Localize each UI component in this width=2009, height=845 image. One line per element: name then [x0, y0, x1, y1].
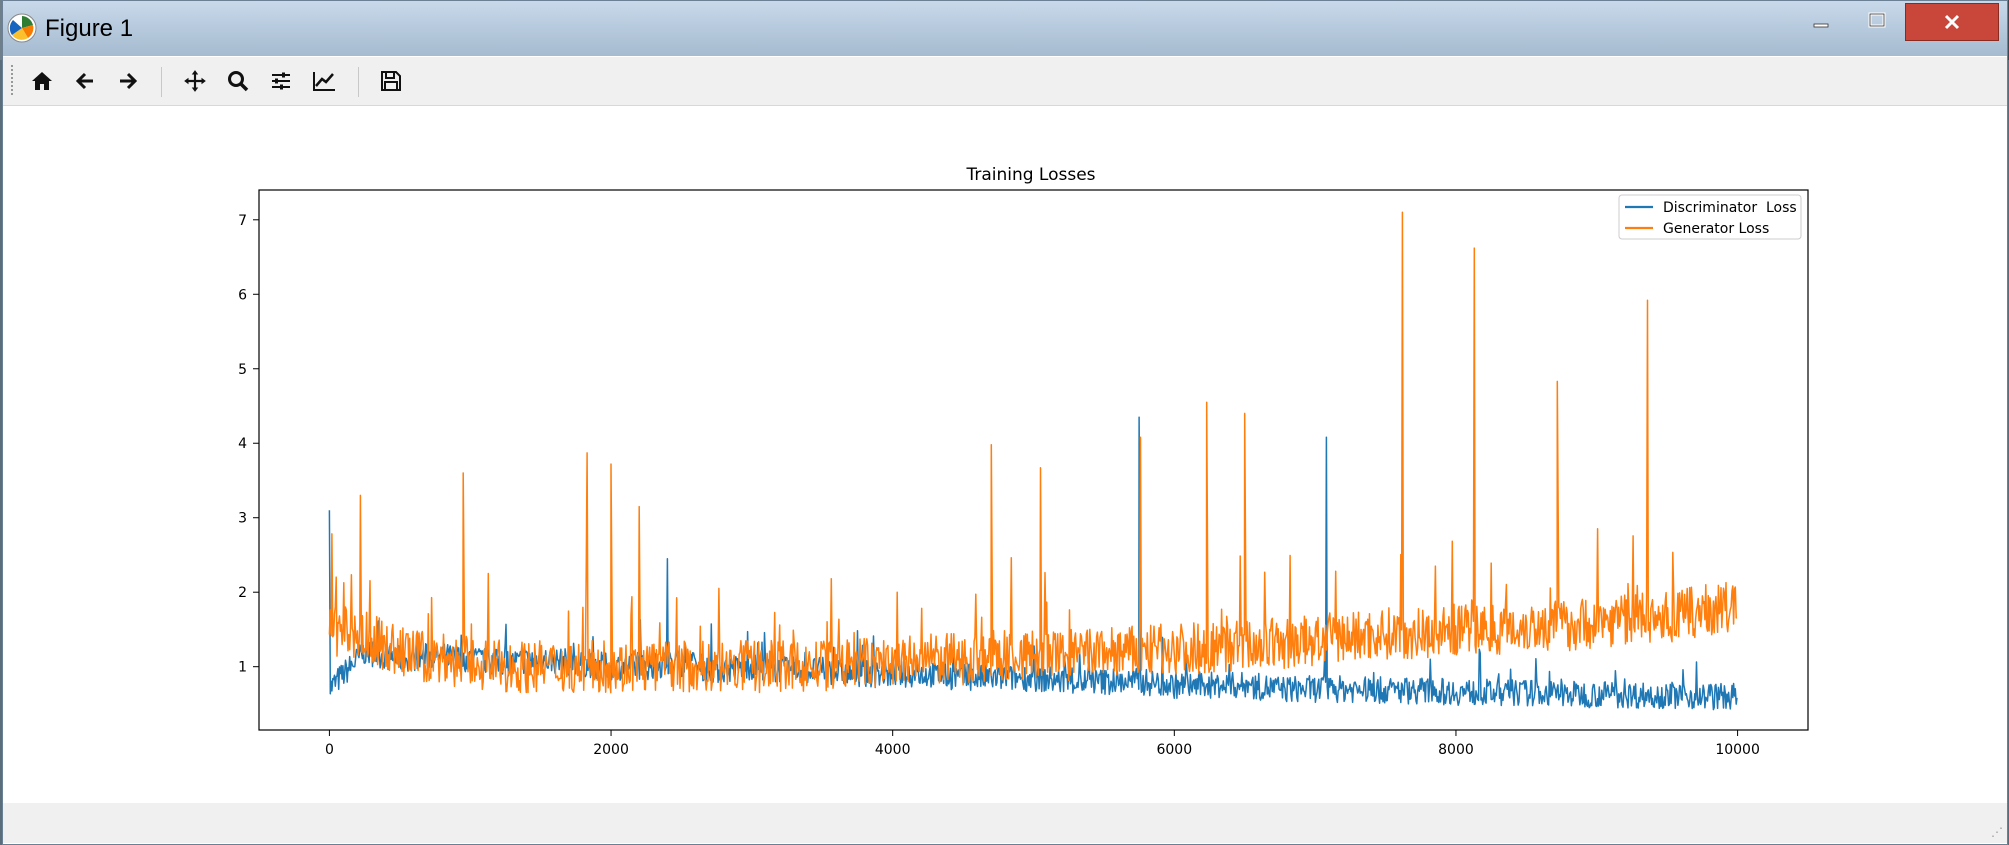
axes-frame — [258, 189, 1809, 731]
forward-button[interactable] — [111, 65, 145, 97]
x-tick-label: 4000 — [875, 742, 911, 758]
toolbar-grip[interactable] — [11, 65, 13, 97]
title-bar[interactable]: Figure 1 — [3, 1, 2007, 56]
zoom-button[interactable] — [221, 65, 255, 97]
pan-button[interactable] — [178, 65, 212, 97]
window-controls — [1793, 3, 1999, 43]
training-losses-chart: Training Losses 0 2000 4000 6000 8000 10000 1… — [238, 165, 1809, 758]
window-title: Figure 1 — [45, 15, 134, 42]
close-button[interactable] — [1905, 3, 1999, 41]
edit-axes-button[interactable] — [307, 65, 341, 97]
status-bar: ⋰ — [3, 803, 2007, 843]
x-tick-label: 2000 — [593, 742, 629, 758]
toolbar-separator — [358, 67, 359, 97]
floppy-disk-icon — [381, 71, 401, 91]
y-tick-label: 4 — [238, 436, 247, 452]
close-icon — [1944, 14, 1960, 30]
x-axis: 0 2000 4000 6000 8000 10000 — [325, 730, 1760, 758]
arrow-right-icon — [120, 72, 138, 90]
toolbar-separator — [161, 67, 162, 97]
y-tick-label: 2 — [238, 585, 247, 601]
series-line-generator — [328, 211, 1738, 694]
figure-canvas[interactable]: Training Losses 0 2000 4000 6000 8000 10000 1… — [3, 106, 2007, 803]
chart-title: Training Losses — [965, 165, 1095, 185]
y-tick-label: 5 — [238, 362, 247, 378]
line-chart-icon — [313, 72, 335, 91]
back-button[interactable] — [68, 65, 102, 97]
maximize-icon — [1868, 12, 1886, 28]
y-tick-label: 1 — [238, 660, 247, 676]
legend: Discriminator Loss Generator Loss — [1618, 194, 1802, 240]
sliders-icon — [272, 72, 290, 90]
plot-lines — [328, 211, 1738, 711]
magnifier-icon — [228, 71, 249, 92]
y-tick-label: 7 — [238, 213, 247, 229]
minimize-button[interactable] — [1793, 3, 1849, 39]
legend-label-discriminator: Discriminator Loss — [1663, 200, 1797, 216]
legend-label-generator: Generator Loss — [1663, 221, 1769, 237]
x-tick-label: 0 — [325, 742, 334, 758]
x-tick-label: 8000 — [1438, 742, 1474, 758]
navigation-toolbar — [3, 57, 2007, 106]
arrow-left-icon — [75, 72, 93, 90]
legend-box — [1618, 194, 1802, 240]
save-button[interactable] — [374, 65, 408, 97]
home-button[interactable] — [25, 65, 59, 97]
maximize-button[interactable] — [1849, 3, 1905, 39]
home-icon — [32, 72, 52, 90]
resize-grip[interactable]: ⋰ — [1991, 825, 2003, 839]
y-tick-label: 6 — [238, 287, 247, 303]
x-tick-label: 10000 — [1715, 742, 1760, 758]
x-tick-label: 6000 — [1156, 742, 1192, 758]
subplots-button[interactable] — [264, 65, 298, 97]
y-axis: 1 2 3 4 5 6 7 — [238, 213, 259, 676]
move-icon — [184, 70, 206, 92]
matplotlib-logo-icon — [7, 13, 37, 43]
minimize-icon — [1813, 23, 1829, 28]
y-tick-label: 3 — [238, 511, 247, 527]
